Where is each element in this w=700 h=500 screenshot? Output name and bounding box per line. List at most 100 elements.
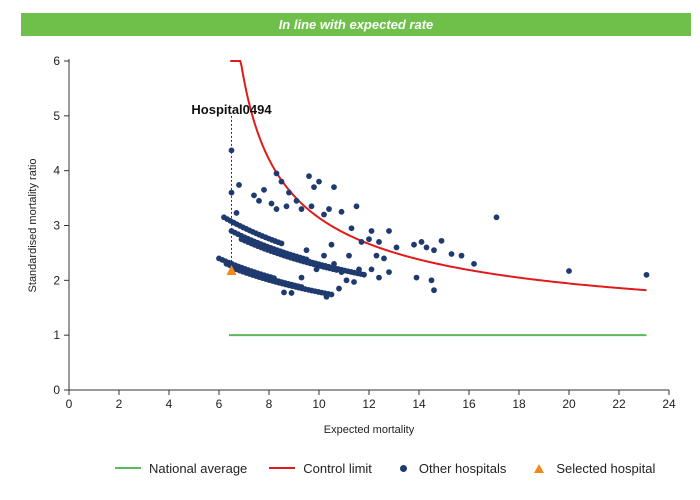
hospital-point [256, 197, 262, 204]
hospital-point [261, 186, 267, 193]
hospital-point [306, 173, 312, 180]
x-tick-label: 20 [562, 397, 576, 411]
x-tick-label: 24 [662, 397, 676, 411]
hospital-point [326, 206, 332, 212]
hospital-point [493, 214, 500, 221]
x-tick-label: 12 [362, 397, 376, 411]
hospital-point [316, 178, 322, 185]
x-tick-label: 10 [312, 397, 326, 411]
hospital-point [366, 236, 372, 243]
hospital-point [353, 203, 360, 210]
y-tick-label: 3 [53, 219, 60, 233]
hospital-point [251, 192, 257, 199]
hospital-point [386, 269, 392, 276]
x-tick-label: 16 [462, 397, 476, 411]
hospital-point [336, 285, 342, 292]
hospital-point [356, 266, 362, 273]
hospital-point [343, 277, 350, 284]
hospital-point [351, 279, 357, 285]
hospital-point [233, 209, 240, 216]
x-tick-label: 0 [66, 397, 73, 411]
hospital-point [236, 182, 242, 188]
legend-selected-hospital-label: Selected hospital [556, 460, 656, 476]
hospital-point [281, 289, 287, 296]
hospital-point [313, 266, 320, 273]
hospital-point [368, 266, 375, 273]
hospital-point [376, 239, 382, 245]
x-tick-label: 18 [512, 397, 526, 411]
status-banner: In line with expected rate [21, 13, 691, 36]
hospital-point [393, 244, 400, 251]
y-tick-label: 6 [53, 54, 60, 68]
hospital-point [323, 293, 330, 300]
hospital-point [643, 271, 650, 278]
x-axis-title: Expected mortality [324, 424, 415, 436]
hospital-point [338, 208, 345, 215]
legend-other-hospitals-swatch [399, 464, 407, 472]
hospital-point [373, 252, 380, 259]
control-limit-curve [230, 60, 647, 292]
hospital-point [321, 211, 327, 218]
hospital-point [273, 206, 280, 212]
hospital-point [381, 255, 387, 262]
hospital-point [431, 247, 437, 254]
hospital-point [298, 274, 305, 281]
hospital-point [228, 147, 235, 154]
hospital-point [376, 274, 382, 281]
x-tick-label: 4 [166, 397, 173, 411]
y-tick-label: 1 [53, 328, 60, 342]
hospital-point [423, 244, 430, 251]
y-tick-label: 2 [53, 273, 60, 287]
hospital-point [293, 197, 300, 204]
hospital-point [338, 269, 345, 276]
hospital-point [368, 228, 375, 234]
hospital-point [303, 247, 310, 254]
hospital-point [458, 252, 465, 259]
banner-text: In line with expected rate [278, 17, 434, 32]
hospital-point [428, 277, 435, 284]
legend-national-average-swatch [115, 467, 141, 469]
selected-hospital-label: Hospital0494 [191, 102, 272, 117]
hospital-point [286, 189, 292, 196]
hospital-point [288, 290, 295, 296]
x-tick-label: 8 [266, 397, 273, 411]
x-tick-label: 22 [612, 397, 626, 411]
hospital-point [348, 225, 355, 232]
hospital-point [418, 239, 425, 245]
hospital-point [278, 178, 285, 185]
hospital-point [431, 287, 437, 294]
hospital-point [328, 241, 335, 248]
y-tick-label: 4 [53, 164, 60, 178]
y-tick-label: 5 [53, 109, 60, 123]
hospital-point [273, 170, 280, 177]
hospital-point [438, 237, 445, 244]
hospital-point [346, 252, 352, 259]
legend-other-hospitals-label: Other hospitals [418, 460, 507, 476]
hospital-point [386, 228, 392, 234]
hospital-point [311, 184, 317, 191]
hospital-point [283, 203, 290, 210]
hospital-point [331, 184, 337, 191]
hospital-point [566, 268, 572, 274]
legend-national-average: National average [115, 461, 247, 476]
hospital-point [298, 206, 305, 212]
hospital-point [411, 241, 417, 248]
hospital-point [413, 274, 420, 281]
hospital-point [358, 239, 365, 245]
legend-control-limit-swatch [269, 467, 296, 469]
legend-other-hospitals: Other hospitals [394, 461, 506, 476]
hospital-point [308, 203, 315, 210]
y-axis-title: Standardised mortality ratio [27, 159, 39, 293]
legend-control-limit-label: Control limit [303, 460, 372, 476]
x-tick-label: 14 [412, 397, 426, 411]
legend-control-limit: Control limit [269, 461, 372, 476]
selected-hospital-marker [226, 265, 237, 276]
legend-selected-hospital: Selected hospital [528, 461, 655, 476]
hospital-point [328, 291, 335, 298]
hospital-point [268, 200, 275, 207]
hospital-point [361, 271, 367, 278]
x-tick-label: 6 [216, 397, 223, 411]
y-tick-label: 0 [53, 383, 60, 397]
hospital-point [321, 252, 327, 259]
